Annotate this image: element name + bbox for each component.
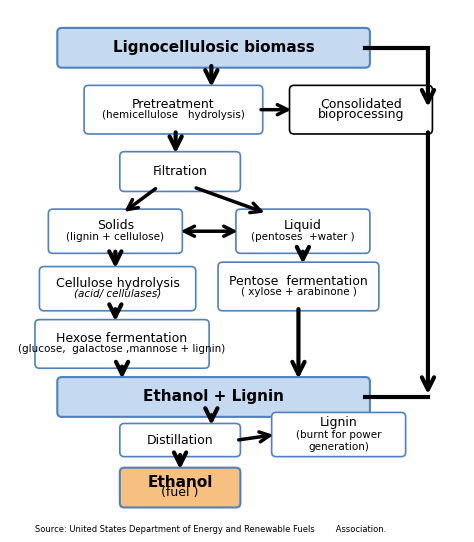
FancyBboxPatch shape <box>39 267 196 311</box>
Text: Lignin: Lignin <box>320 416 357 429</box>
Text: Hexose fermentation: Hexose fermentation <box>56 332 188 345</box>
Text: (hemicellulose   hydrolysis): (hemicellulose hydrolysis) <box>102 110 245 120</box>
FancyBboxPatch shape <box>84 86 263 134</box>
Text: bioprocessing: bioprocessing <box>318 108 404 121</box>
FancyBboxPatch shape <box>57 28 370 68</box>
Text: Ethanol: Ethanol <box>147 475 213 490</box>
FancyBboxPatch shape <box>35 320 209 368</box>
FancyBboxPatch shape <box>120 152 240 191</box>
Text: Consolidated: Consolidated <box>320 98 402 111</box>
Text: Distillation: Distillation <box>147 434 213 447</box>
Text: Source: United States Department of Energy and Renewable Fuels        Associatio: Source: United States Department of Ener… <box>35 525 386 534</box>
Text: (lignin + cellulose): (lignin + cellulose) <box>66 231 164 242</box>
Text: (fuel ): (fuel ) <box>162 486 199 499</box>
FancyBboxPatch shape <box>120 423 240 456</box>
FancyBboxPatch shape <box>290 86 432 134</box>
FancyBboxPatch shape <box>272 412 406 456</box>
Text: Cellulose hydrolysis: Cellulose hydrolysis <box>55 277 180 290</box>
FancyBboxPatch shape <box>120 468 240 507</box>
Text: Lignocellulosic biomass: Lignocellulosic biomass <box>113 40 314 55</box>
Text: Liquid: Liquid <box>284 220 322 233</box>
Text: Pretreatment: Pretreatment <box>132 98 215 111</box>
Text: Ethanol + Lignin: Ethanol + Lignin <box>143 390 284 404</box>
Text: (acid/ cellulases): (acid/ cellulases) <box>74 289 161 299</box>
Text: ( xylose + arabinone ): ( xylose + arabinone ) <box>240 287 356 297</box>
Text: (burnt for power: (burnt for power <box>296 429 382 440</box>
Text: Filtration: Filtration <box>153 165 208 178</box>
FancyBboxPatch shape <box>57 377 370 417</box>
Text: Pentose  fermentation: Pentose fermentation <box>229 275 368 288</box>
Text: generation): generation) <box>308 442 369 452</box>
FancyBboxPatch shape <box>236 209 370 253</box>
Text: (glucose,  galactose ,mannose + lignin): (glucose, galactose ,mannose + lignin) <box>18 344 226 354</box>
Text: (pentoses  +water ): (pentoses +water ) <box>251 231 355 242</box>
FancyBboxPatch shape <box>218 262 379 311</box>
FancyBboxPatch shape <box>48 209 182 253</box>
Text: Solids: Solids <box>97 220 134 233</box>
